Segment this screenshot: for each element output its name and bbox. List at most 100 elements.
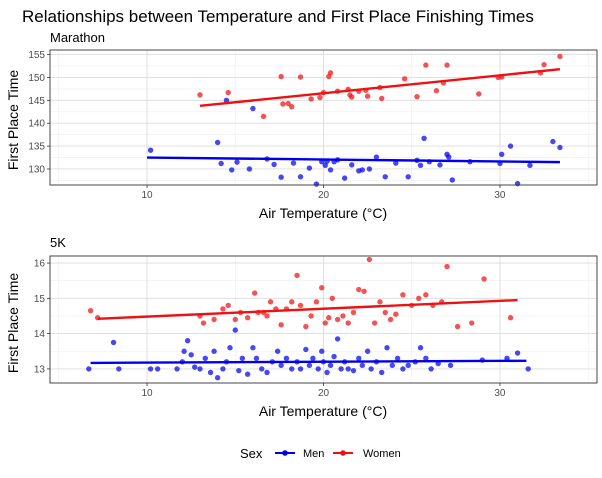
5k-x-tick-label: 20 (318, 388, 330, 399)
5k-point-men (379, 369, 385, 376)
5k-point-men (324, 369, 330, 376)
marathon-y-tick-label: 135 (28, 142, 45, 153)
marathon-point-men (147, 147, 154, 153)
5k-point-women (251, 290, 258, 296)
5k-point-men (338, 366, 344, 372)
5k-y-tick-label: 13 (34, 364, 46, 375)
5k-point-women (387, 316, 394, 323)
5k-point-women (308, 313, 314, 319)
marathon-fit-line-women (199, 68, 561, 108)
marathon-point-women (225, 89, 231, 96)
marathon-point-men (250, 105, 256, 112)
5k-point-men (278, 362, 284, 369)
5k-point-men (345, 366, 351, 372)
marathon-point-men (341, 175, 348, 181)
marathon-point-women (364, 93, 371, 99)
5k-point-men (197, 366, 203, 372)
5k-point-women (319, 285, 325, 291)
legend-label-women: Women (363, 448, 401, 460)
5k-point-men (405, 362, 411, 369)
5k-x-tick-label: 10 (141, 388, 153, 399)
marathon-point-men (514, 180, 521, 187)
marathon-point-women (308, 96, 314, 102)
marathon-point-women (379, 95, 385, 102)
5k-point-women (200, 320, 207, 326)
5k-point-women (356, 286, 362, 293)
5k-point-women (303, 323, 309, 330)
5k-point-men (116, 366, 122, 372)
5k-point-men (400, 366, 406, 372)
5k-point-women (350, 309, 357, 316)
5k-point-women (481, 276, 487, 282)
5k-point-women (416, 295, 422, 302)
legend: Sex Men Women (240, 446, 401, 461)
5k-point-men (350, 367, 357, 374)
marathon-point-men (437, 162, 443, 168)
marathon-point-men (218, 160, 224, 167)
5k-subtitle: 5K (50, 235, 66, 250)
marathon-x-tick-label: 10 (141, 190, 153, 201)
5k-point-men (236, 367, 242, 374)
marathon-point-men (229, 167, 235, 173)
5k-point-men (428, 366, 434, 372)
marathon-point-women (327, 70, 334, 76)
marathon-point-women (280, 101, 286, 107)
marathon-point-men (359, 167, 366, 173)
5k-point-men (389, 362, 396, 369)
5k-point-men (364, 348, 371, 354)
marathon-point-women (476, 91, 482, 97)
5k-point-women (393, 311, 399, 317)
5k-point-women (326, 315, 332, 321)
5k-point-men (331, 353, 337, 360)
5k-point-men (315, 366, 321, 372)
5k-point-men (319, 348, 325, 354)
5k-y-axis-title: First Place Time (5, 273, 21, 374)
marathon-point-men (278, 174, 284, 180)
5k-point-women (278, 322, 284, 328)
5k-point-men (86, 366, 92, 372)
5k-point-men (181, 348, 187, 354)
5k-point-men (394, 355, 401, 362)
5k-point-women (297, 302, 304, 309)
5k-point-men (207, 369, 214, 376)
5k-point-women (232, 316, 238, 323)
5k-point-men (232, 327, 238, 333)
5k-point-women (400, 292, 406, 298)
legend-key-men (275, 450, 295, 456)
5k-point-men (264, 369, 270, 376)
5k-point-men (423, 355, 429, 362)
5k-point-women (294, 272, 300, 279)
5k-point-women (322, 320, 328, 326)
5k-point-men (214, 375, 221, 381)
marathon-point-men (349, 162, 355, 168)
5k-point-men (259, 366, 265, 372)
5k-fit-line-women (97, 298, 518, 320)
marathon-y-tick-label: 145 (28, 96, 45, 107)
5k-point-men (154, 366, 161, 372)
5k-point-men (174, 366, 180, 372)
legend-women-dot (340, 450, 346, 456)
marathon-point-men (405, 174, 411, 180)
5k-point-men (334, 336, 341, 342)
5k-point-men (191, 364, 198, 370)
5k-point-women (340, 313, 346, 319)
5k-point-men (303, 346, 309, 353)
5k-point-men (274, 348, 281, 354)
5k-point-men (356, 355, 362, 362)
5k-point-men (514, 350, 521, 356)
5k-point-women (469, 320, 475, 326)
5k-point-women (454, 323, 461, 330)
marathon-y-tick-label: 150 (28, 73, 45, 84)
marathon-point-men (499, 151, 505, 158)
5k-point-men (188, 352, 194, 358)
5k-point-men (310, 355, 316, 362)
5k-point-men (417, 345, 424, 351)
marathon-point-men (449, 177, 456, 183)
5k-fit-line-men (90, 359, 527, 365)
5k-point-men (289, 366, 295, 372)
5k-point-women (313, 299, 320, 305)
marathon-point-women (260, 113, 267, 120)
marathon-point-women (414, 93, 420, 100)
